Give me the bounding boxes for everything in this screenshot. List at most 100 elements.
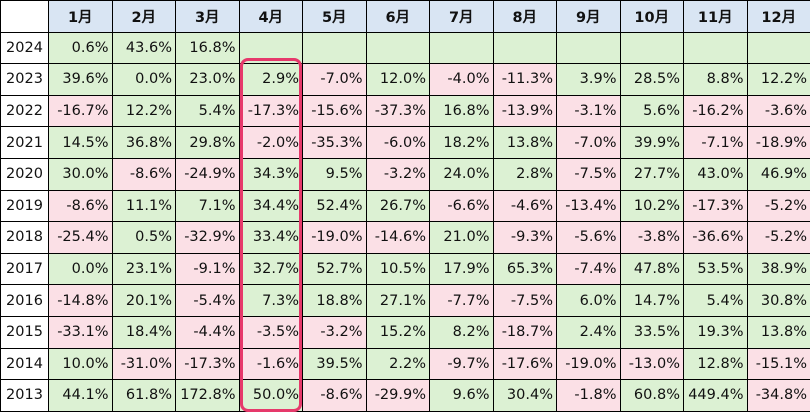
value-cell (746, 31, 810, 65)
value-cell: 8.2% (429, 315, 494, 349)
value-cell: -35.3% (302, 126, 367, 159)
value-cell: 27.1% (365, 284, 430, 317)
value-cell: 28.5% (619, 63, 684, 96)
value-cell: 34.3% (238, 157, 303, 191)
value-cell: -4.0% (429, 63, 494, 96)
month-header: 3月 (175, 0, 240, 33)
value-cell: -15.1% (746, 347, 810, 381)
value-cell: 30.4% (492, 379, 557, 412)
value-cell: 36.8% (111, 126, 176, 159)
value-cell: 33.5% (619, 315, 684, 349)
value-cell: 60.8% (619, 379, 684, 412)
value-cell: -16.2% (683, 94, 748, 128)
value-cell: -5.6% (556, 221, 621, 254)
value-cell: 19.3% (683, 315, 748, 349)
value-cell: -14.6% (365, 221, 430, 254)
table-row: 2021 14.5% 36.8% 29.8% -2.0% -35.3% -6.0% 18.2%… (0, 126, 810, 159)
value-cell: -7.7% (429, 284, 494, 317)
month-header: 9月 (556, 0, 621, 33)
value-cell: -17.6% (492, 347, 557, 381)
value-cell: -3.2% (365, 157, 430, 191)
header-row: 1月 2月 3月 4月 5月 6月 7月 8月 9月 10月 11月 12月 (0, 0, 810, 33)
value-cell: 34.4% (238, 189, 303, 223)
value-cell: -19.0% (302, 221, 367, 254)
month-header: 7月 (429, 0, 494, 33)
value-cell: 20.1% (111, 284, 176, 317)
value-cell: 12.8% (683, 347, 748, 381)
value-cell: 65.3% (492, 252, 557, 286)
value-cell: 16.8% (429, 94, 494, 128)
value-cell: 2.8% (492, 157, 557, 191)
value-cell: -18.7% (492, 315, 557, 349)
value-cell: 10.2% (619, 189, 684, 223)
value-cell: 14.7% (619, 284, 684, 317)
value-cell: -5.2% (746, 189, 810, 223)
value-cell: -37.3% (365, 94, 430, 128)
value-cell: -7.0% (302, 63, 367, 96)
value-cell: 23.1% (111, 252, 176, 286)
value-cell: -8.6% (111, 157, 176, 191)
value-cell: -16.7% (48, 94, 113, 128)
value-cell: 2.2% (365, 347, 430, 381)
value-cell: -7.5% (492, 284, 557, 317)
value-cell: 12.2% (746, 63, 810, 96)
value-cell: 33.4% (238, 221, 303, 254)
value-cell: -3.1% (556, 94, 621, 128)
value-cell: 0.0% (111, 63, 176, 96)
value-cell: 52.4% (302, 189, 367, 223)
value-cell: 18.2% (429, 126, 494, 159)
month-header: 11月 (683, 0, 748, 33)
value-cell: -6.0% (365, 126, 430, 159)
value-cell: 39.9% (619, 126, 684, 159)
value-cell: -9.7% (429, 347, 494, 381)
value-cell: -7.0% (556, 126, 621, 159)
year-cell: 2013 (0, 379, 49, 412)
value-cell: 30.8% (746, 284, 810, 317)
value-cell: -17.3% (238, 94, 303, 128)
value-cell: -3.5% (238, 315, 303, 349)
value-cell: 46.9% (746, 157, 810, 191)
table-row: 2014 10.0% -31.0% -17.3% -1.6% 39.5% 2.2% -9.7%… (0, 347, 810, 381)
value-cell: 15.2% (365, 315, 430, 349)
table-row: 2023 39.6% 0.0% 23.0% 2.9% -7.0% 12.0% -4.0% -11… (0, 63, 810, 96)
value-cell: 0.0% (48, 252, 113, 286)
table-row: 2022 -16.7% 12.2% 5.4% -17.3% -15.6% -37.3% 16.… (0, 94, 810, 128)
value-cell: -9.3% (492, 221, 557, 254)
value-cell: -24.9% (175, 157, 240, 191)
value-cell: -33.1% (48, 315, 113, 349)
value-cell (302, 31, 367, 65)
month-header: 10月 (619, 0, 684, 33)
value-cell: -7.4% (556, 252, 621, 286)
value-cell: 12.2% (111, 94, 176, 128)
value-cell: -34.8% (746, 379, 810, 412)
month-header: 4月 (238, 0, 303, 33)
value-cell: -4.6% (492, 189, 557, 223)
value-cell: 7.1% (175, 189, 240, 223)
value-cell: 24.0% (429, 157, 494, 191)
value-cell: 5.4% (683, 284, 748, 317)
value-cell: 43.6% (111, 31, 176, 65)
value-cell: 2.4% (556, 315, 621, 349)
value-cell: 6.0% (556, 284, 621, 317)
value-cell: -18.9% (746, 126, 810, 159)
table-row: 2017 0.0% 23.1% -9.1% 32.7% 52.7% 10.5% 17.9% 65… (0, 252, 810, 286)
value-cell: -32.9% (175, 221, 240, 254)
value-cell: -15.6% (302, 94, 367, 128)
value-cell (492, 31, 557, 65)
month-header: 2月 (111, 0, 176, 33)
value-cell: -2.0% (238, 126, 303, 159)
year-cell: 2021 (0, 126, 49, 159)
value-cell: -13.9% (492, 94, 557, 128)
value-cell: 32.7% (238, 252, 303, 286)
value-cell: 0.6% (48, 31, 113, 65)
value-cell: 11.1% (111, 189, 176, 223)
value-cell: 5.4% (175, 94, 240, 128)
value-cell: 3.9% (556, 63, 621, 96)
table-row: 2015 -33.1% 18.4% -4.4% -3.5% -3.2% 15.2% 8.2% -… (0, 315, 810, 349)
value-cell: -25.4% (48, 221, 113, 254)
value-cell: -4.4% (175, 315, 240, 349)
year-cell: 2024 (0, 31, 49, 65)
value-cell: 17.9% (429, 252, 494, 286)
value-cell: -13.0% (619, 347, 684, 381)
year-cell: 2018 (0, 221, 49, 254)
